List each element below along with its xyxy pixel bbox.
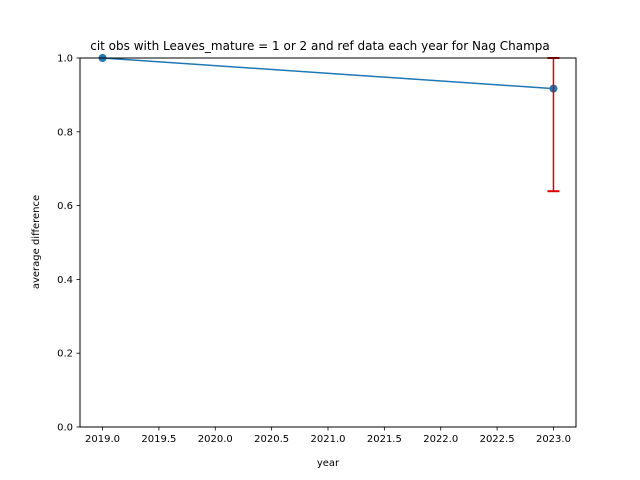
x-tick-label: 2021.5 xyxy=(367,434,402,445)
x-tick-label: 2023.0 xyxy=(536,434,571,445)
y-tick-label: 0.0 xyxy=(57,423,73,434)
x-tick-label: 2022.0 xyxy=(423,434,458,445)
y-axis: 0.0 0.2 0.4 0.6 0.8 1.0 xyxy=(57,54,80,434)
x-axis: 2019.0 2019.5 2020.0 2020.5 2021.0 2021.5 2022… xyxy=(85,427,571,445)
y-tick-label: 1.0 xyxy=(57,54,73,65)
y-tick-label: 0.8 xyxy=(57,127,73,138)
chart-title: cit obs with Leaves_mature = 1 or 2 and … xyxy=(90,39,550,53)
x-tick-label: 2020.0 xyxy=(198,434,233,445)
x-tick-label: 2022.5 xyxy=(480,434,515,445)
x-tick-label: 2021.0 xyxy=(311,434,346,445)
x-axis-title: year xyxy=(317,458,340,469)
y-tick-label: 0.4 xyxy=(57,275,73,286)
y-tick-label: 0.2 xyxy=(57,349,73,360)
x-tick-label: 2020.5 xyxy=(254,434,289,445)
series-line xyxy=(102,57,554,90)
y-axis-title: average difference xyxy=(31,195,42,289)
x-tick-label: 2019.5 xyxy=(141,434,176,445)
x-tick-label: 2019.0 xyxy=(85,434,120,445)
y-tick-label: 0.6 xyxy=(57,201,73,212)
